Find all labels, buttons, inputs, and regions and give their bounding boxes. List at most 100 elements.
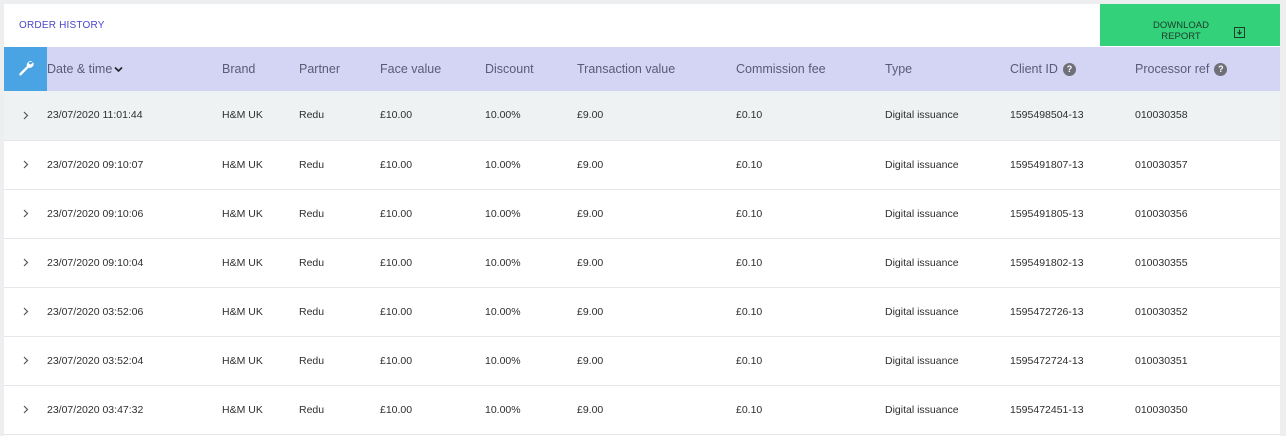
column-header-client-id[interactable]: Client ID? <box>1010 47 1135 91</box>
chevron-right-icon <box>23 356 28 365</box>
cell-commission-fee: £0.10 <box>736 109 763 122</box>
table-row[interactable]: 23/07/2020 11:01:44 H&M UK Redu £10.00 1… <box>4 91 1280 140</box>
cell-type: Digital issuance <box>885 158 959 171</box>
cell-date: 23/07/2020 03:52:04 <box>47 354 144 367</box>
cell-type: Digital issuance <box>885 207 959 220</box>
expand-row-button[interactable] <box>4 385 47 434</box>
cell-discount: 10.00% <box>485 158 521 171</box>
column-header-discount[interactable]: Discount <box>485 62 534 76</box>
chevron-right-icon <box>23 160 28 169</box>
table-row[interactable]: 23/07/2020 09:10:06 H&M UK Redu £10.00 1… <box>4 189 1280 238</box>
cell-face-value: £10.00 <box>380 403 413 416</box>
cell-discount: 10.00% <box>485 305 521 318</box>
column-header-brand[interactable]: Brand <box>222 62 256 76</box>
column-header-date[interactable]: Date & time <box>47 47 222 91</box>
expand-row-button[interactable] <box>4 189 47 238</box>
expand-row-button[interactable] <box>4 336 47 385</box>
cell-face-value: £10.00 <box>380 158 413 171</box>
cell-transaction-value: £9.00 <box>577 256 604 269</box>
cell-partner: Redu <box>299 305 325 318</box>
expand-row-button[interactable] <box>4 238 47 287</box>
column-settings-button[interactable] <box>4 47 47 91</box>
cell-commission-fee: £0.10 <box>736 354 763 367</box>
cell-transaction-value: £9.00 <box>577 158 604 171</box>
cell-type: Digital issuance <box>885 109 959 122</box>
cell-processor-ref: 010030351 <box>1135 354 1188 367</box>
cell-client-id: 1595491805-13 <box>1010 207 1084 220</box>
cell-client-id: 1595491802-13 <box>1010 256 1084 269</box>
download-report-label: DOWNLOAD REPORT <box>1153 20 1209 42</box>
cell-transaction-value: £9.00 <box>577 207 604 220</box>
cell-processor-ref: 010030350 <box>1135 403 1188 416</box>
cell-commission-fee: £0.10 <box>736 158 763 171</box>
cell-transaction-value: £9.00 <box>577 403 604 416</box>
cell-transaction-value: £9.00 <box>577 354 604 367</box>
table-header-row: Date & time Brand Partner Face value Dis… <box>4 47 1280 91</box>
table-row[interactable]: 23/07/2020 03:47:32 H&M UK Redu £10.00 1… <box>4 385 1280 434</box>
wrench-icon <box>18 60 34 75</box>
cell-client-id: 1595491807-13 <box>1010 158 1084 171</box>
cell-date: 23/07/2020 03:47:32 <box>47 403 144 416</box>
cell-discount: 10.00% <box>485 256 521 269</box>
cell-transaction-value: £9.00 <box>577 109 604 122</box>
cell-type: Digital issuance <box>885 256 959 269</box>
table-row[interactable]: 23/07/2020 03:52:06 H&M UK Redu £10.00 1… <box>4 287 1280 336</box>
cell-brand: H&M UK <box>222 305 263 318</box>
cell-client-id: 1595472724-13 <box>1010 354 1084 367</box>
column-header-face-value[interactable]: Face value <box>380 62 442 76</box>
cell-partner: Redu <box>299 158 325 171</box>
cell-discount: 10.00% <box>485 207 521 220</box>
column-header-type[interactable]: Type <box>885 62 913 76</box>
cell-date: 23/07/2020 03:52:06 <box>47 305 144 318</box>
cell-processor-ref: 010030355 <box>1135 256 1188 269</box>
chevron-right-icon <box>23 307 28 316</box>
cell-type: Digital issuance <box>885 354 959 367</box>
cell-brand: H&M UK <box>222 207 263 220</box>
table-row[interactable]: 23/07/2020 03:52:04 H&M UK Redu £10.00 1… <box>4 336 1280 385</box>
cell-brand: H&M UK <box>222 158 263 171</box>
cell-date: 23/07/2020 09:10:07 <box>47 158 144 171</box>
cell-transaction-value: £9.00 <box>577 305 604 318</box>
cell-processor-ref: 010030358 <box>1135 109 1188 122</box>
cell-processor-ref: 010030357 <box>1135 158 1188 171</box>
cell-partner: Redu <box>299 256 325 269</box>
cell-discount: 10.00% <box>485 109 521 122</box>
order-history-panel: ORDER HISTORY DOWNLOAD REPORT <box>4 4 1280 436</box>
column-header-partner[interactable]: Partner <box>299 62 340 76</box>
cell-commission-fee: £0.10 <box>736 256 763 269</box>
cell-face-value: £10.00 <box>380 207 413 220</box>
cell-date: 23/07/2020 11:01:44 <box>47 109 143 122</box>
help-icon[interactable]: ? <box>1214 63 1228 77</box>
download-icon <box>1234 26 1245 41</box>
cell-type: Digital issuance <box>885 403 959 416</box>
cell-brand: H&M UK <box>222 256 263 269</box>
column-header-label: Processor ref <box>1135 61 1210 76</box>
column-header-label: Client ID <box>1010 61 1058 76</box>
cell-discount: 10.00% <box>485 403 521 416</box>
cell-client-id: 1595472726-13 <box>1010 305 1084 318</box>
expand-row-button[interactable] <box>4 287 47 336</box>
column-header-transaction-value[interactable]: Transaction value <box>577 62 676 76</box>
cell-brand: H&M UK <box>222 354 263 367</box>
cell-discount: 10.00% <box>485 354 521 367</box>
chevron-right-icon <box>23 111 28 120</box>
cell-date: 23/07/2020 09:10:04 <box>47 256 144 269</box>
cell-face-value: £10.00 <box>380 256 413 269</box>
expand-row-button[interactable] <box>4 140 47 189</box>
page-title: ORDER HISTORY <box>19 20 105 31</box>
column-header-commission-fee[interactable]: Commission fee <box>736 62 826 76</box>
expand-row-button[interactable] <box>4 91 47 140</box>
cell-partner: Redu <box>299 109 325 122</box>
cell-commission-fee: £0.10 <box>736 305 763 318</box>
cell-face-value: £10.00 <box>380 305 413 318</box>
cell-commission-fee: £0.10 <box>736 207 763 220</box>
column-header-label: Date & time <box>47 62 113 76</box>
chevron-down-icon[interactable] <box>114 66 123 73</box>
table-row[interactable]: 23/07/2020 09:10:04 H&M UK Redu £10.00 1… <box>4 238 1280 287</box>
table-row[interactable]: 23/07/2020 09:10:07 H&M UK Redu £10.00 1… <box>4 140 1280 189</box>
help-icon[interactable]: ? <box>1062 63 1076 77</box>
cell-brand: H&M UK <box>222 109 263 122</box>
column-header-processor-ref[interactable]: Processor ref? <box>1135 47 1280 91</box>
cell-brand: H&M UK <box>222 403 263 416</box>
download-report-button[interactable]: DOWNLOAD REPORT <box>1100 4 1280 46</box>
